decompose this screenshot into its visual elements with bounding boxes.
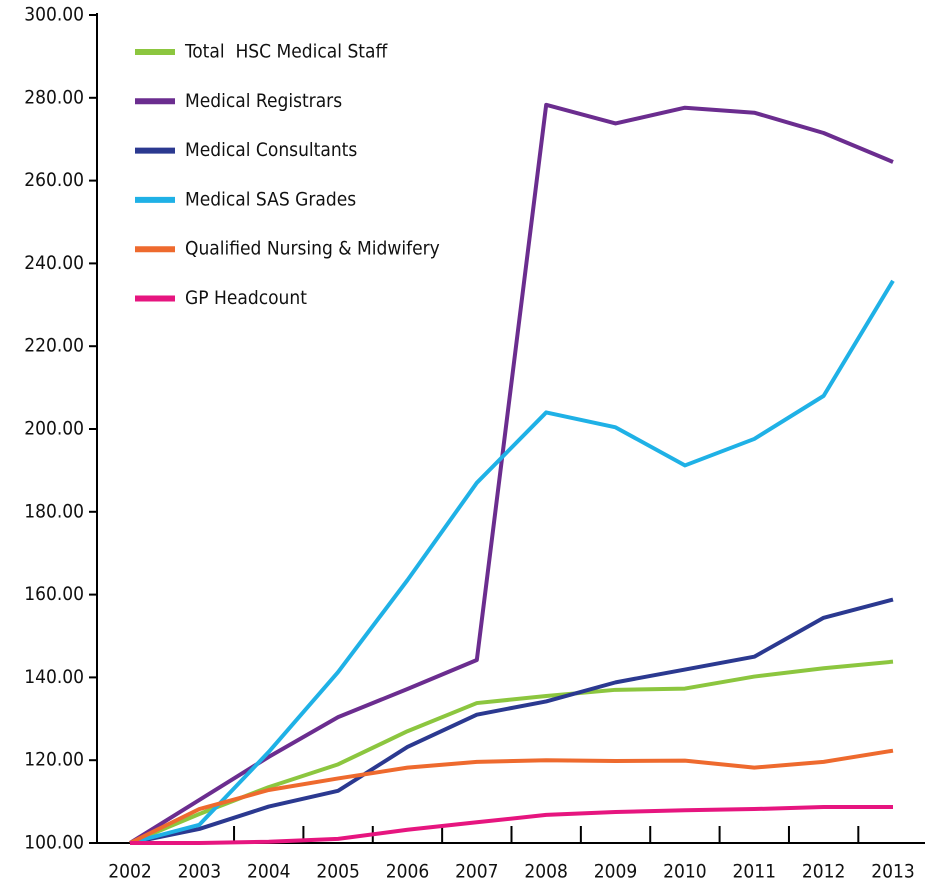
x-tick-label: 2006 bbox=[386, 861, 430, 883]
y-tick-label: 160.00 bbox=[24, 583, 84, 605]
series-line bbox=[129, 748, 894, 845]
y-tick-label: 200.00 bbox=[24, 418, 84, 440]
series-line bbox=[128, 102, 894, 845]
legend-label: Medical Consultants bbox=[185, 139, 357, 161]
x-tick-label: 2005 bbox=[316, 861, 360, 883]
x-tick-label: 2004 bbox=[247, 861, 291, 883]
legend-label: Total HSC Medical Staff bbox=[184, 41, 388, 63]
series-line bbox=[129, 279, 895, 845]
series-line bbox=[129, 597, 894, 845]
x-tick-label: 2010 bbox=[663, 861, 707, 883]
y-tick-label: 120.00 bbox=[24, 749, 84, 771]
y-tick-label: 220.00 bbox=[24, 335, 84, 357]
legend-label: Medical Registrars bbox=[185, 90, 342, 112]
y-tick-label: 140.00 bbox=[24, 666, 84, 688]
y-tick-label: 180.00 bbox=[24, 500, 84, 522]
x-tick-label: 2002 bbox=[108, 861, 152, 883]
y-tick-label: 260.00 bbox=[24, 169, 84, 191]
legend-label: GP Headcount bbox=[185, 287, 307, 309]
y-tick-label: 280.00 bbox=[24, 86, 84, 108]
series-line bbox=[130, 804, 893, 845]
legend-label: Qualified Nursing & Midwifery bbox=[185, 238, 440, 260]
x-tick-label: 2007 bbox=[455, 861, 499, 883]
y-tick-label: 240.00 bbox=[24, 252, 84, 274]
x-tick-label: 2003 bbox=[178, 861, 222, 883]
x-tick-label: 2008 bbox=[524, 861, 568, 883]
x-tick-label: 2012 bbox=[802, 861, 846, 883]
y-tick-label: 300.00 bbox=[24, 4, 84, 26]
x-tick-label: 2013 bbox=[871, 861, 915, 883]
legend-label: Medical SAS Grades bbox=[185, 188, 356, 210]
x-tick-label: 2009 bbox=[594, 861, 638, 883]
y-tick-label: 100.00 bbox=[24, 832, 84, 854]
x-tick-label: 2011 bbox=[733, 861, 777, 883]
